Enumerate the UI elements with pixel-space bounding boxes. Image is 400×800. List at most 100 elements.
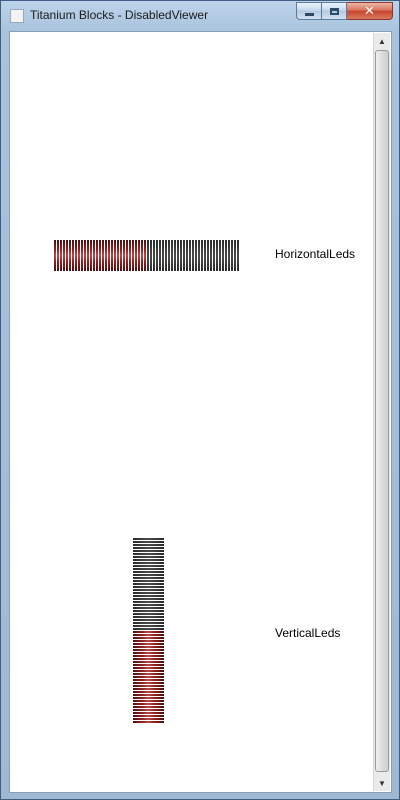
led-segment-on (133, 688, 164, 690)
led-segment-on (60, 240, 62, 271)
led-segment-off (133, 604, 164, 606)
led-segment-on (81, 240, 83, 271)
led-segment-on (133, 682, 164, 684)
led-segment-off (171, 240, 173, 271)
led-segment-off (133, 583, 164, 585)
led-segment-on (133, 721, 164, 723)
led-segment-off (219, 240, 221, 271)
led-segment-off (192, 240, 194, 271)
led-segment-off (133, 538, 164, 540)
led-segment-off (133, 580, 164, 582)
led-segment-off (183, 240, 185, 271)
led-segment-off (156, 240, 158, 271)
led-segment-off (153, 240, 155, 271)
led-segment-on (133, 703, 164, 705)
close-button[interactable]: ✕ (347, 2, 393, 20)
minimize-button[interactable] (296, 2, 322, 20)
app-icon (10, 9, 24, 23)
led-segment-off (165, 240, 167, 271)
led-segment-off (133, 610, 164, 612)
scroll-down-arrow-icon[interactable]: ▼ (378, 778, 386, 788)
led-segment-on (133, 715, 164, 717)
led-segment-off (133, 595, 164, 597)
led-segment-on (120, 240, 122, 271)
led-segment-off (133, 568, 164, 570)
led-segment-off (133, 577, 164, 579)
led-segment-off (133, 616, 164, 618)
vertical-scrollbar[interactable]: ▲ ▼ (373, 33, 390, 791)
title-bar[interactable]: Titanium Blocks - DisabledViewer ✕ (1, 1, 399, 31)
led-segment-on (135, 240, 137, 271)
led-segment-off (234, 240, 236, 271)
led-segment-on (133, 640, 164, 642)
led-segment-on (138, 240, 140, 271)
led-segment-on (133, 664, 164, 666)
led-segment-on (133, 709, 164, 711)
led-segment-on (111, 240, 113, 271)
led-segment-on (54, 240, 56, 271)
led-segment-off (133, 547, 164, 549)
led-segment-off (210, 240, 212, 271)
led-segment-on (133, 676, 164, 678)
led-segment-on (84, 240, 86, 271)
led-segment-off (133, 607, 164, 609)
led-segment-on (133, 706, 164, 708)
led-segment-on (133, 691, 164, 693)
led-segment-off (225, 240, 227, 271)
maximize-button[interactable] (322, 2, 347, 20)
led-segment-on (133, 652, 164, 654)
led-segment-on (133, 697, 164, 699)
led-segment-on (78, 240, 80, 271)
led-segment-on (133, 631, 164, 633)
led-segment-on (57, 240, 59, 271)
horizontal-leds-label: HorizontalLeds (275, 247, 356, 261)
led-segment-on (105, 240, 107, 271)
led-segment-off (133, 541, 164, 543)
led-segment-off (237, 240, 239, 271)
scroll-up-arrow-icon[interactable]: ▲ (378, 36, 386, 46)
led-segment-on (133, 700, 164, 702)
led-segment-off (133, 553, 164, 555)
led-segment-on (117, 240, 119, 271)
led-segment-off (189, 240, 191, 271)
led-segment-on (123, 240, 125, 271)
led-segment-on (102, 240, 104, 271)
vertical-leds-label: VerticalLeds (275, 626, 341, 640)
led-segment-on (133, 637, 164, 639)
led-segment-on (133, 718, 164, 720)
led-segment-off (133, 619, 164, 621)
scrollbar-thumb[interactable] (375, 50, 389, 772)
led-segment-on (141, 240, 143, 271)
led-segment-on (133, 643, 164, 645)
led-segment-off (159, 240, 161, 271)
led-segment-on (126, 240, 128, 271)
led-segment-off (133, 556, 164, 558)
led-segment-off (133, 562, 164, 564)
led-segment-on (63, 240, 65, 271)
led-segment-on (72, 240, 74, 271)
led-segment-off (133, 601, 164, 603)
led-segment-off (147, 240, 149, 271)
maximize-icon (329, 7, 339, 15)
led-segment-on (133, 658, 164, 660)
led-segment-off (133, 571, 164, 573)
led-segment-off (133, 589, 164, 591)
led-segment-off (133, 622, 164, 624)
led-segment-off (133, 574, 164, 576)
led-segment-on (108, 240, 110, 271)
led-segment-off (133, 586, 164, 588)
led-segment-off (133, 544, 164, 546)
led-segment-off (207, 240, 209, 271)
led-segment-on (132, 240, 134, 271)
led-segment-off (204, 240, 206, 271)
led-segment-off (150, 240, 152, 271)
led-segment-off (195, 240, 197, 271)
led-segment-off (133, 550, 164, 552)
led-segment-on (99, 240, 101, 271)
led-segment-off (201, 240, 203, 271)
led-segment-on (69, 240, 71, 271)
led-segment-on (133, 634, 164, 636)
led-segment-on (133, 667, 164, 669)
led-segment-on (87, 240, 89, 271)
led-segment-on (133, 712, 164, 714)
